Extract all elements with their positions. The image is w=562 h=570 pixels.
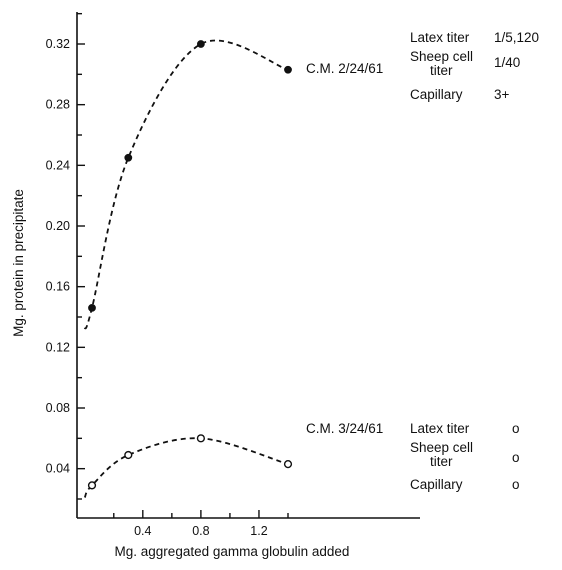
y-axis-label: Mg. protein in precipitate — [11, 189, 26, 337]
annotation-sheep-cell-label2: titer — [430, 63, 453, 78]
annotation-sheep-cell-label: Sheep cell — [410, 49, 473, 64]
annotation-lower: Latex titer o Sheep cell titer o Capilla… — [410, 421, 520, 492]
x-tick-label: 1.2 — [250, 524, 267, 538]
y-tick-label: 0.08 — [46, 401, 70, 415]
curves — [83, 39, 289, 498]
open-data-point — [124, 450, 133, 460]
y-tick-label: 0.16 — [46, 280, 70, 294]
annotation-latex-titer-value: 1/5,120 — [494, 30, 539, 45]
annotation-latex-titer-label: Latex titer — [410, 421, 470, 436]
y-tick-label: 0.12 — [46, 340, 70, 354]
annotation-capillary-label: Capillary — [410, 477, 463, 492]
series-curve-2 — [83, 437, 289, 498]
annotation-latex-titer-label: Latex titer — [410, 30, 470, 45]
annotation-sheep-cell-value: o — [512, 450, 520, 465]
x-tick-label: 0.8 — [192, 524, 209, 538]
y-tick-label: 0.24 — [46, 158, 70, 172]
filled-data-point — [196, 40, 205, 48]
annotation-capillary-value: o — [512, 477, 520, 492]
series-curve-1 — [83, 39, 289, 330]
x-axis-label: Mg. aggregated gamma globulin added — [115, 544, 350, 559]
filled-data-point — [284, 65, 292, 74]
ticks: 0.04 0.08 0.12 0.16 0.20 0.24 0.28 0.32 0.4 0.8 1.… — [46, 12, 289, 538]
annotation-upper: Latex titer 1/5,120 Sheep cell titer 1/4… — [410, 30, 539, 102]
y-tick-label: 0.28 — [46, 98, 70, 112]
annotation-sheep-cell-value: 1/40 — [494, 55, 520, 70]
annotation-sheep-cell-label2: titer — [430, 454, 453, 469]
filled-data-point — [88, 303, 96, 312]
open-data-point — [196, 434, 205, 443]
y-tick-label: 0.32 — [46, 37, 70, 51]
x-tick-label: 0.4 — [134, 524, 151, 538]
annotation-capillary-label: Capillary — [410, 87, 463, 102]
annotation-capillary-value: 3+ — [494, 87, 510, 102]
open-data-point — [87, 481, 97, 490]
open-data-point — [283, 460, 293, 469]
filled-data-point — [124, 153, 133, 162]
y-tick-label: 0.04 — [46, 462, 70, 476]
points — [87, 40, 293, 490]
series-label-cm-3-24-61: C.M. 3/24/61 — [306, 421, 383, 436]
annotation-sheep-cell-label: Sheep cell — [410, 440, 473, 455]
series-label-cm-2-24-61: C.M. 2/24/61 — [306, 61, 383, 76]
annotation-latex-titer-value: o — [512, 421, 520, 436]
y-tick-label: 0.20 — [46, 219, 70, 233]
